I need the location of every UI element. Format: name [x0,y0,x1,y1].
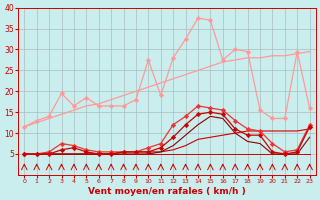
X-axis label: Vent moyen/en rafales ( km/h ): Vent moyen/en rafales ( km/h ) [88,187,246,196]
